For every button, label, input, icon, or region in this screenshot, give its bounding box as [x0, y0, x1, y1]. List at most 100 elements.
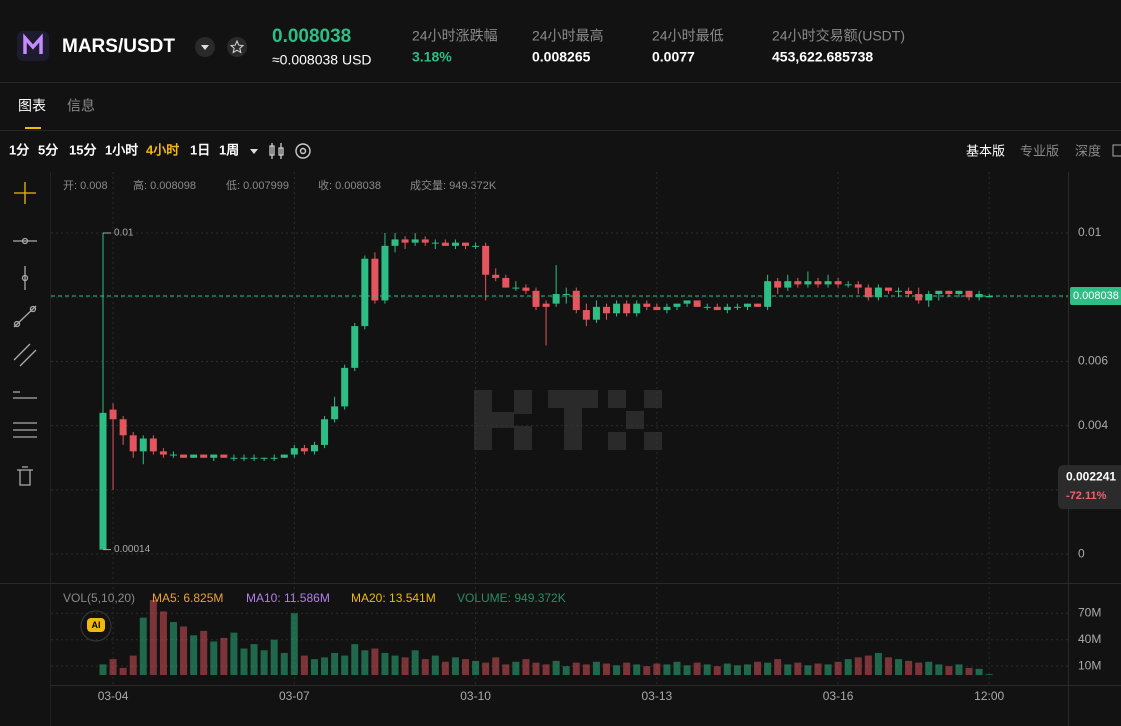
- volume-bar: [794, 662, 802, 675]
- ohlc-item: 低: 0.007999: [226, 179, 289, 192]
- x-tick-label: 12:00: [974, 689, 1004, 703]
- candle-body: [723, 306, 731, 311]
- interval-button[interactable]: 5分: [38, 142, 58, 157]
- candle-body: [562, 294, 570, 296]
- candle-body: [300, 448, 308, 452]
- candle-body: [895, 290, 903, 292]
- vertical-line-tool[interactable]: [21, 266, 29, 290]
- candle-body: [572, 290, 580, 311]
- crosshair-tag: [1058, 465, 1121, 510]
- volume-tick-label: 40M: [1078, 632, 1101, 646]
- volume-bar: [895, 659, 903, 675]
- volume-bar: [814, 663, 822, 675]
- candle-body: [391, 239, 399, 246]
- x-tick-label: 03-16: [823, 689, 854, 703]
- volume-bar: [482, 662, 490, 675]
- candle-body: [109, 409, 117, 420]
- volume-bar: [844, 659, 852, 675]
- x-tick-label: 03-13: [641, 689, 672, 703]
- candle-body: [945, 290, 953, 295]
- candle-body: [663, 306, 671, 311]
- volume-bar: [532, 662, 540, 675]
- crosshair-tool[interactable]: [14, 182, 36, 204]
- volume-bar: [603, 663, 610, 675]
- candle-body: [290, 448, 298, 455]
- volume-tick-label: 70M: [1078, 605, 1101, 619]
- volume-bar: [492, 657, 500, 675]
- candle-body: [864, 287, 872, 298]
- parallel-line-tool[interactable]: [13, 343, 37, 367]
- candle-body: [683, 300, 691, 304]
- volume-bar: [300, 655, 308, 675]
- tab[interactable]: 信息: [67, 98, 95, 114]
- view-button[interactable]: 基本版: [966, 143, 1005, 158]
- volume-legend-item: MA5: 6.825M: [152, 591, 223, 605]
- candle-body: [623, 303, 631, 314]
- candle-body: [532, 290, 540, 307]
- candle-body: [804, 281, 812, 285]
- watermark-block: [514, 426, 532, 450]
- interval-button[interactable]: 1日: [190, 142, 210, 157]
- volume-bar: [572, 662, 580, 675]
- ohlc-item: 开: 0.008: [63, 180, 108, 192]
- candle-body: [180, 454, 188, 458]
- volume-bar: [522, 659, 530, 675]
- trend-line-tool[interactable]: [13, 305, 37, 328]
- candle-body: [169, 454, 177, 456]
- horizontal-line-tool[interactable]: [13, 237, 37, 245]
- volume-bar: [451, 657, 459, 675]
- dropdown-arrow: [201, 45, 209, 50]
- ai-button-ring: [80, 610, 112, 642]
- watermark-block: [474, 390, 492, 450]
- volume-bar: [784, 664, 792, 675]
- view-button[interactable]: 深度: [1075, 143, 1101, 158]
- favorite-button[interactable]: [227, 37, 247, 57]
- last-price: 0.008038: [272, 26, 351, 47]
- volume-bar: [260, 650, 268, 675]
- watermark-block: [626, 411, 644, 429]
- ohlc-item: 收: 0.008038: [318, 178, 381, 192]
- candle-body: [220, 454, 228, 458]
- volume-legend-item: VOL(5,10,20): [63, 591, 135, 605]
- volume-bar: [441, 661, 449, 675]
- volume-legend-item: MA10: 11.586M: [246, 591, 330, 605]
- fullscreen-icon[interactable]: [1112, 144, 1121, 157]
- view-button[interactable]: 专业版: [1020, 143, 1059, 158]
- volume-bar: [129, 655, 137, 675]
- candle-body: [542, 303, 550, 307]
- volume-bar: [774, 659, 782, 675]
- chart-type-icon[interactable]: [269, 143, 284, 159]
- volume-bar: [683, 665, 691, 675]
- candle-body: [341, 367, 349, 407]
- measure-tool[interactable]: [13, 422, 37, 438]
- y-tick-label: 0.01: [1078, 225, 1102, 239]
- ohlc-item: 成交量: 949.372K: [410, 178, 497, 192]
- volume-bar: [169, 622, 177, 675]
- delete-tool[interactable]: [17, 466, 33, 486]
- interval-button[interactable]: 1分: [9, 142, 29, 157]
- ai-button[interactable]: [87, 618, 105, 632]
- volume-bar: [854, 657, 862, 675]
- interval-button[interactable]: 1周: [219, 142, 239, 157]
- candle-body: [784, 281, 792, 288]
- volume-bar: [431, 655, 439, 675]
- tab[interactable]: 图表: [18, 98, 46, 114]
- fib-tool[interactable]: [13, 391, 37, 399]
- volume-bar: [421, 659, 429, 675]
- interval-button[interactable]: 15分: [69, 142, 96, 157]
- y-tick-label: 0.006: [1078, 354, 1108, 368]
- volume-bar: [180, 626, 188, 675]
- more-intervals[interactable]: [250, 149, 258, 154]
- ohlc-item: 高: 0.008098: [133, 178, 196, 192]
- interval-button[interactable]: 1小时: [105, 142, 138, 157]
- interval-button[interactable]: 4小时: [146, 142, 179, 157]
- candle-body: [371, 258, 379, 301]
- stat-value: 3.18%: [412, 49, 452, 65]
- volume-bar: [985, 674, 993, 675]
- volume-bar: [240, 648, 248, 675]
- candle-body: [743, 303, 751, 307]
- volume-bar: [915, 662, 923, 675]
- volume-bar: [310, 659, 318, 675]
- settings-icon[interactable]: [295, 143, 311, 159]
- crosshair-price: 0.002241: [1066, 469, 1116, 483]
